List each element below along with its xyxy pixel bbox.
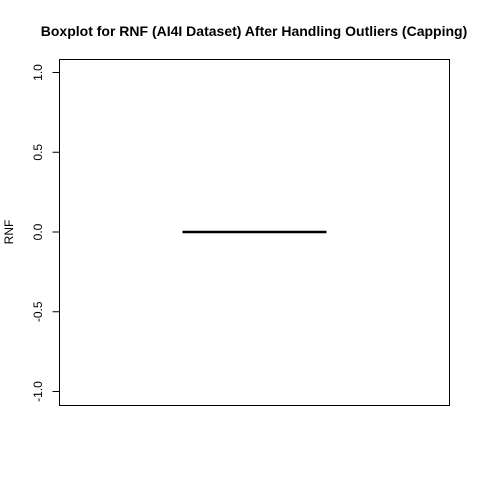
y-axis: -1.0 -0.5 0.0 0.5 1.0 — [31, 64, 60, 402]
y-tick-label: -0.5 — [31, 301, 45, 322]
chart-title: Boxplot for RNF (AI4I Dataset) After Han… — [41, 23, 468, 39]
y-tick-label: -1.0 — [31, 381, 45, 402]
y-tick-label: 0.0 — [31, 223, 45, 240]
y-tick-label: 1.0 — [31, 64, 45, 81]
y-tick-label: 0.5 — [31, 144, 45, 161]
y-axis-label: RNF — [2, 220, 16, 245]
